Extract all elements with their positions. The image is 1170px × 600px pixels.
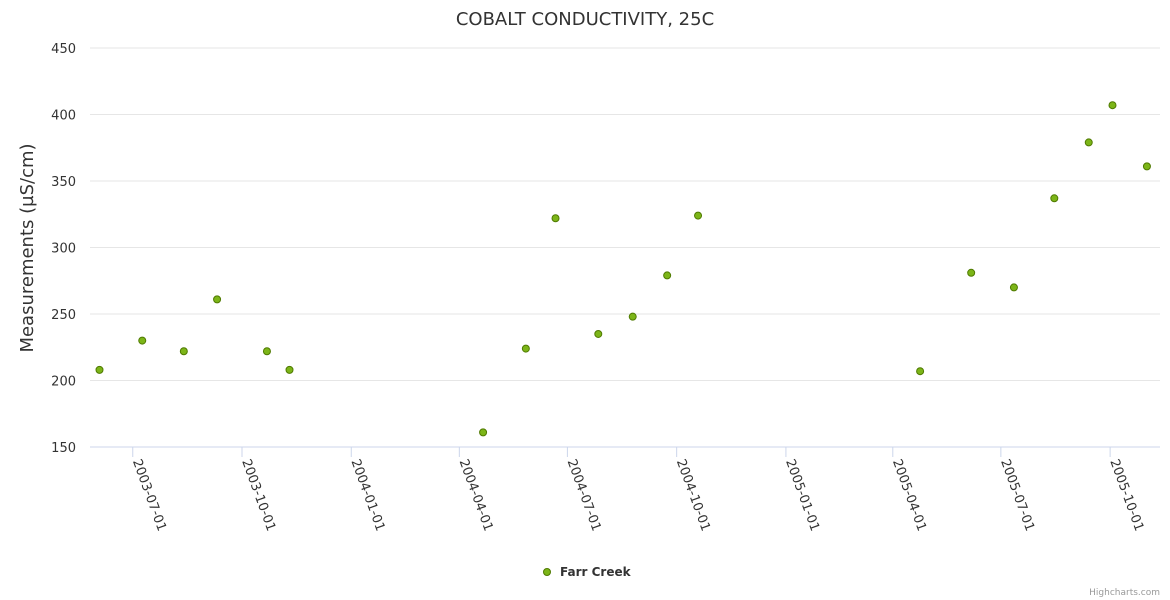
y-tick-label: 250 — [51, 308, 76, 323]
data-point — [95, 365, 104, 374]
x-tick-label: 2005-07-01 — [997, 457, 1037, 533]
data-point — [551, 214, 560, 223]
data-point — [179, 347, 188, 356]
x-tick-label: 2003-10-01 — [238, 457, 278, 533]
x-tick-label: 2005-10-01 — [1106, 457, 1146, 533]
chart-title: COBALT CONDUCTIVITY, 25C — [456, 9, 714, 30]
y-tick-label: 350 — [51, 175, 76, 190]
data-point — [628, 312, 637, 321]
data-point — [594, 329, 603, 338]
y-tick-label: 200 — [51, 375, 76, 390]
x-tick-label: 2005-01-01 — [782, 457, 822, 533]
data-point — [521, 344, 530, 353]
data-point — [1108, 101, 1117, 110]
x-tick-label: 2003-07-01 — [129, 457, 169, 533]
y-tick-label: 400 — [51, 109, 76, 124]
data-point — [1050, 194, 1059, 203]
y-tick-label: 300 — [51, 242, 76, 257]
data-point — [213, 295, 222, 304]
x-tick-label: 2004-10-01 — [673, 457, 713, 533]
legend-item-farr-creek[interactable]: Farr Creek — [543, 565, 632, 579]
y-ticks: 150 200 250 300 350 400 450 — [51, 42, 76, 456]
x-tick-label: 2004-07-01 — [564, 457, 604, 533]
data-point — [1009, 283, 1018, 292]
data-point — [694, 211, 703, 220]
x-ticks: 2003-07-01 2003-10-01 2004-01-01 2004-04-01… — [129, 447, 1146, 533]
data-point — [663, 271, 672, 280]
legend-label: Farr Creek — [560, 565, 632, 579]
x-tick-label: 2005-04-01 — [889, 457, 929, 533]
data-point — [916, 367, 925, 376]
y-tick-label: 150 — [51, 441, 76, 456]
data-point — [1142, 162, 1151, 171]
y-tick-label: 450 — [51, 42, 76, 57]
x-tick-label: 2004-04-01 — [456, 457, 496, 533]
credits-link[interactable]: Highcharts.com — [1089, 588, 1160, 598]
x-tick-label: 2004-01-01 — [348, 457, 388, 533]
data-point — [967, 268, 976, 277]
data-point — [285, 365, 294, 374]
grid — [90, 47, 1160, 448]
y-axis-label: Measurements (µS/cm) — [17, 143, 38, 352]
data-point — [262, 347, 271, 356]
data-point — [1084, 138, 1093, 147]
data-point — [479, 428, 488, 437]
data-point — [138, 336, 147, 345]
data-points — [95, 101, 1151, 437]
legend-marker-icon — [543, 568, 551, 576]
